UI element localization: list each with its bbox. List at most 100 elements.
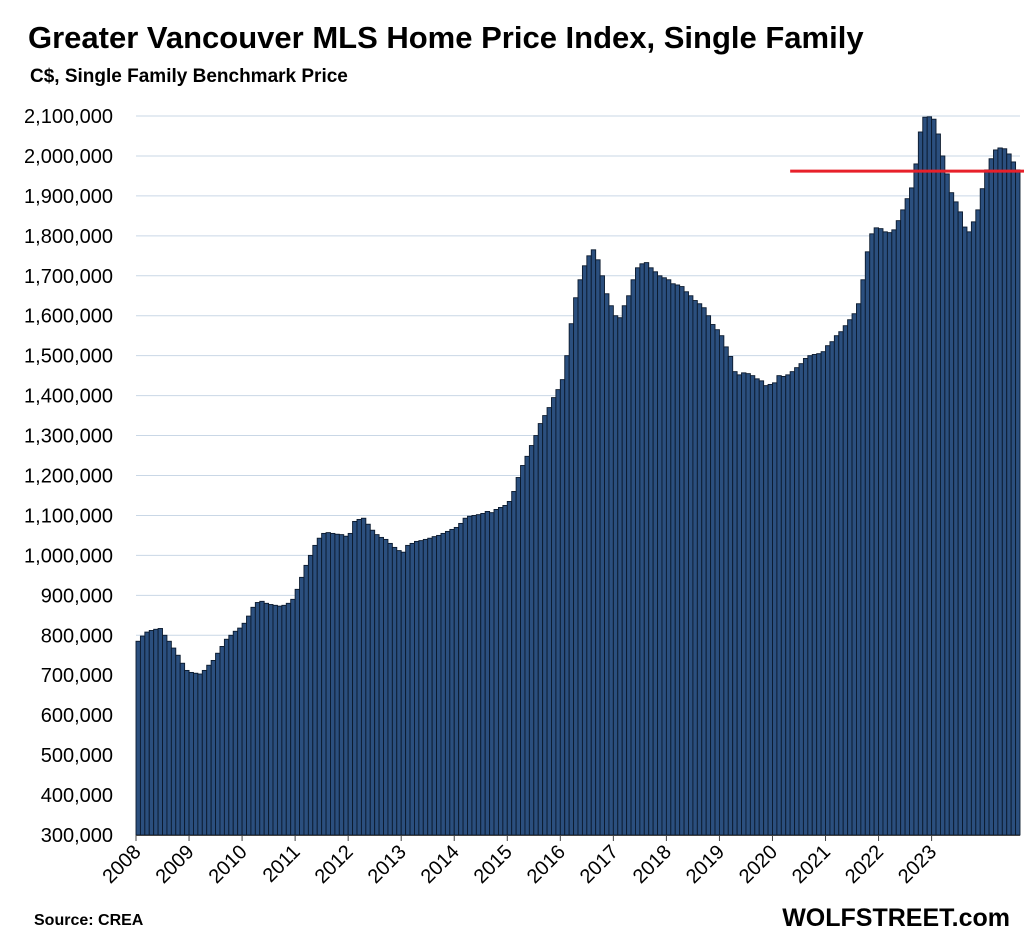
bar (904, 198, 910, 836)
bar (732, 371, 738, 836)
source-note: Source: CREA (34, 912, 144, 929)
y-tick-label: 1,000,000 (24, 545, 113, 567)
bar (360, 517, 367, 836)
bar (347, 532, 354, 836)
x-tick-label: 2013 (364, 841, 411, 888)
x-tick-label: 2012 (311, 841, 358, 888)
bar (688, 295, 694, 836)
chart-title: Greater Vancouver MLS Home Price Index, … (28, 20, 864, 55)
bar (612, 315, 619, 836)
bar (993, 149, 999, 836)
bar (431, 536, 438, 836)
bar (749, 375, 756, 836)
bar (820, 351, 826, 836)
bar (767, 383, 773, 836)
bar (325, 532, 331, 836)
bar (197, 673, 203, 836)
bar (237, 627, 243, 836)
bar (714, 329, 720, 836)
bar (232, 630, 239, 836)
bar (710, 324, 716, 836)
x-tick-label: 2014 (417, 841, 464, 888)
x-tick-label: 2011 (259, 841, 305, 887)
bar (785, 374, 791, 836)
bar (241, 622, 247, 836)
bar (913, 163, 919, 836)
bar (864, 251, 871, 836)
bar (148, 630, 155, 836)
bar (338, 534, 345, 836)
bar (135, 640, 141, 836)
y-tick-label: 900,000 (41, 585, 113, 607)
y-tick-label: 1,700,000 (24, 266, 113, 288)
bar (330, 532, 336, 836)
bar (352, 520, 358, 836)
bar (449, 528, 455, 836)
bar (467, 515, 473, 836)
y-tick-label: 2,000,000 (24, 146, 113, 168)
bar (794, 367, 800, 836)
bar (166, 640, 172, 836)
bar (997, 147, 1003, 836)
bar (511, 491, 517, 836)
bar (869, 233, 875, 836)
bar (590, 249, 597, 836)
bar (1006, 153, 1012, 836)
bar (630, 279, 636, 836)
bar (493, 509, 499, 836)
bar (462, 517, 468, 836)
bar (568, 323, 575, 836)
bar (581, 265, 588, 836)
bar (418, 540, 424, 836)
bar (635, 267, 641, 836)
bar (489, 512, 495, 836)
bar (665, 279, 672, 836)
x-axis-tick-labels: 2008 2009 2010 2011 2012 2013 2014 2015 2016 2017… (99, 841, 942, 888)
bar (723, 346, 729, 836)
bar (599, 275, 605, 836)
bar (188, 671, 194, 836)
bar (683, 291, 689, 836)
bar (825, 345, 831, 836)
bar (153, 628, 159, 836)
bar (276, 605, 283, 836)
bar (193, 672, 199, 836)
y-tick-label: 1,900,000 (24, 186, 113, 208)
x-tick-label: 2009 (152, 841, 199, 888)
bar (626, 295, 632, 836)
y-tick-label: 600,000 (41, 705, 113, 727)
bar (802, 358, 809, 836)
bar (780, 375, 787, 836)
bar (524, 455, 530, 836)
bar (210, 659, 217, 836)
bar (400, 551, 407, 836)
x-tick-label: 2018 (629, 841, 676, 888)
bar (909, 187, 915, 836)
bar (215, 652, 221, 836)
y-tick-label: 1,400,000 (24, 386, 113, 408)
bar (546, 407, 552, 836)
bar (162, 634, 168, 836)
bar (670, 283, 676, 836)
bar (343, 535, 349, 836)
bar (595, 259, 601, 836)
bar (758, 380, 765, 836)
bar (281, 604, 287, 836)
bar (144, 631, 150, 836)
bar (422, 538, 429, 836)
bar (290, 598, 296, 836)
bar (604, 293, 610, 836)
bar (882, 231, 888, 836)
bar (184, 669, 190, 836)
bar (727, 356, 734, 836)
y-tick-label: 700,000 (41, 665, 113, 687)
y-tick-label: 1,200,000 (24, 466, 113, 488)
bar (405, 544, 411, 836)
x-tick-label: 2021 (788, 841, 835, 888)
bar (652, 271, 659, 836)
bar (736, 374, 742, 836)
bar (285, 602, 292, 836)
bar (674, 284, 681, 836)
bar (922, 116, 928, 836)
bar (564, 355, 570, 836)
